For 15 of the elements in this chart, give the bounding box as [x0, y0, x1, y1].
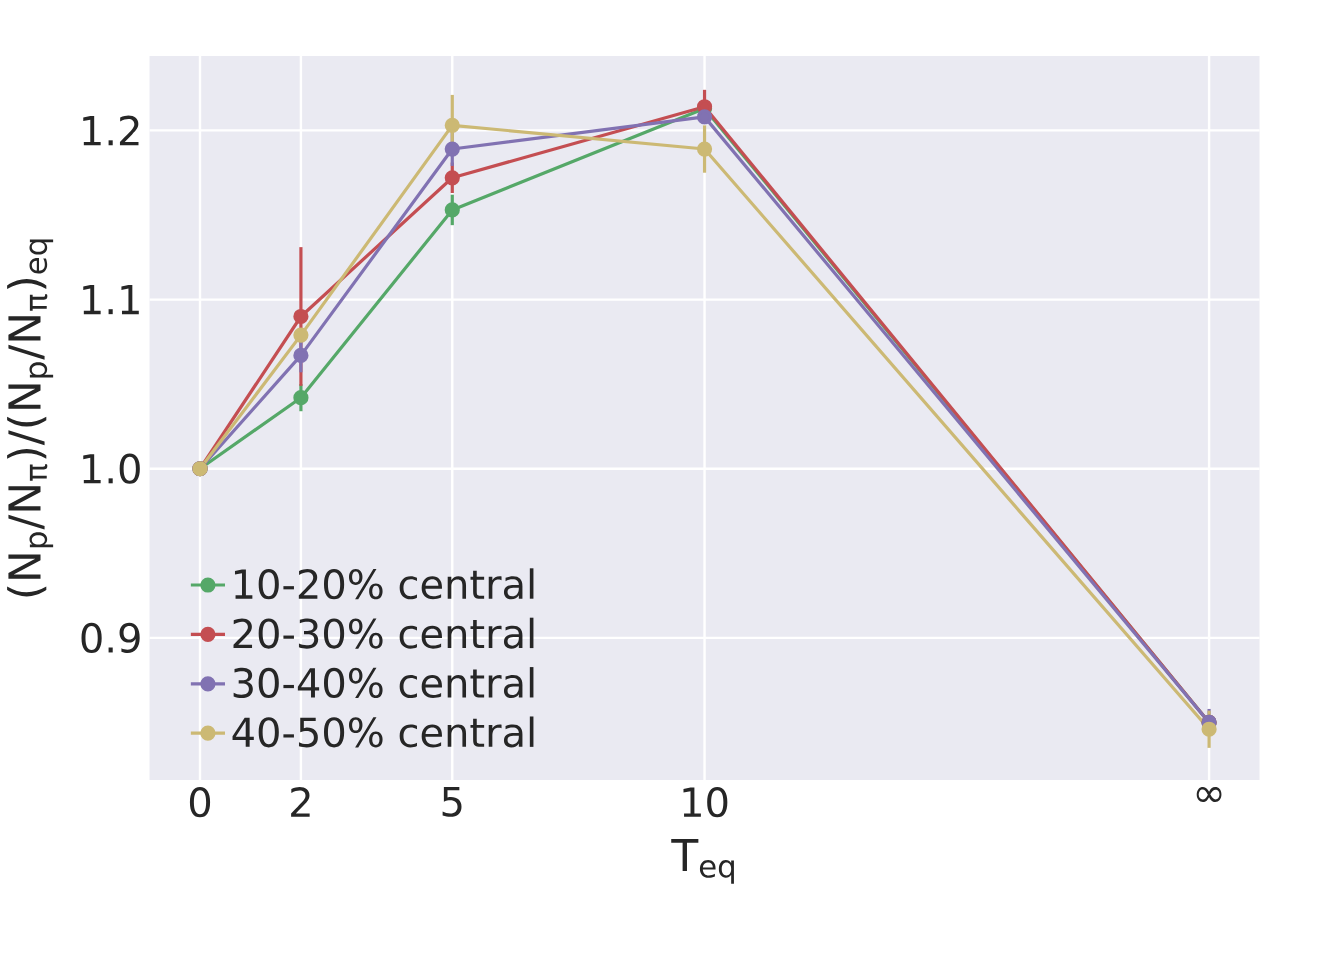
legend-label: 20-30% central: [233, 617, 534, 649]
x-axis-title: T$_{eq}$: [671, 839, 734, 884]
legend-label: 30-40% central: [233, 667, 534, 699]
x-tick-label: 2: [291, 787, 310, 817]
legend-label: 10-20% central: [234, 568, 534, 600]
y-tick-label: 1.2: [83, 115, 139, 146]
x-tick-label: 10: [683, 787, 728, 818]
y-tick-label: 1.0: [83, 453, 140, 484]
y-tick-label: 0.9: [81, 622, 140, 654]
legend-label: 40-50% central: [232, 716, 534, 748]
y-tick-label: 1.1: [83, 285, 139, 315]
text: (N$_{p}$/N$_{π}$)/(N$_{p}$/N$_{π}$)$_{eq}$: [7, 239, 54, 597]
x-tick-label: 0: [189, 787, 211, 818]
x-tick-label: ∞: [1196, 787, 1222, 803]
x-tick-label: 5: [442, 787, 462, 817]
